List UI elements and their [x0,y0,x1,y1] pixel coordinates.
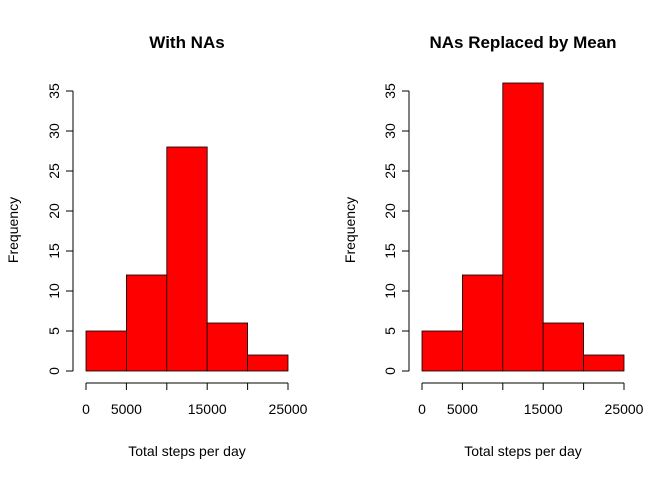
y-tick-label-left: 20 [46,203,62,219]
panel-right: NAs Replaced by Mean Total steps per day… [342,33,644,459]
x-tick-label-right: 0 [418,401,426,417]
bars-left [85,146,289,372]
y-tick-label-right: 20 [382,203,398,219]
chart-title-right: NAs Replaced by Mean [429,33,616,52]
x-axis-right: 0 5000 15000 25000 [418,382,644,417]
y-tick-label-right: 10 [382,283,398,299]
histogram-bar-right [542,322,585,372]
y-tick-label-right: 0 [382,367,398,375]
x-axis-left: 0 5000 15000 25000 [82,382,308,417]
x-tick-label-right: 15000 [524,401,563,417]
histogram-bar-left [247,354,289,372]
histogram-bar-right [583,354,625,372]
x-tick-label-right: 25000 [605,401,644,417]
y-tick-label-right: 30 [382,123,398,139]
x-tick-label-right: 5000 [447,401,478,417]
histogram-bar-right [502,82,544,372]
panel-left: With NAs Total steps per day Frequency 0… [5,33,308,459]
histogram-bar-left [126,274,168,372]
y-axis-label-right: Frequency [342,197,358,263]
x-tick-label-left: 0 [82,401,90,417]
y-tick-label-left: 30 [46,123,62,139]
y-axis-label-left: Frequency [5,197,21,263]
y-tick-label-left: 35 [46,83,62,99]
x-axis-label-right: Total steps per day [464,443,582,459]
histogram-bar-right [421,330,463,372]
y-tick-label-right: 25 [382,163,398,179]
x-tick-label-left: 15000 [188,401,227,417]
y-tick-label-left: 5 [46,327,62,335]
histogram-bar-left [206,322,248,372]
histogram-bar-left [166,146,208,372]
histogram-bar-left [85,330,127,372]
y-tick-label-left: 15 [46,243,62,259]
x-tick-label-left: 25000 [269,401,308,417]
y-tick-label-left: 0 [46,367,62,375]
y-tick-label-right: 35 [382,83,398,99]
y-tick-label-left: 25 [46,163,62,179]
x-tick-label-left: 5000 [111,401,142,417]
y-tick-label-right: 15 [382,243,398,259]
bars-right [421,82,625,372]
y-tick-label-right: 5 [382,327,398,335]
x-axis-label-left: Total steps per day [128,443,246,459]
y-tick-label-left: 10 [46,283,62,299]
y-axis-right: 0 5 10 15 20 25 30 35 [382,83,410,375]
histogram-bar-right [461,274,504,372]
chart-title-left: With NAs [149,33,224,52]
y-axis-left: 0 5 10 15 20 25 30 35 [46,83,74,375]
